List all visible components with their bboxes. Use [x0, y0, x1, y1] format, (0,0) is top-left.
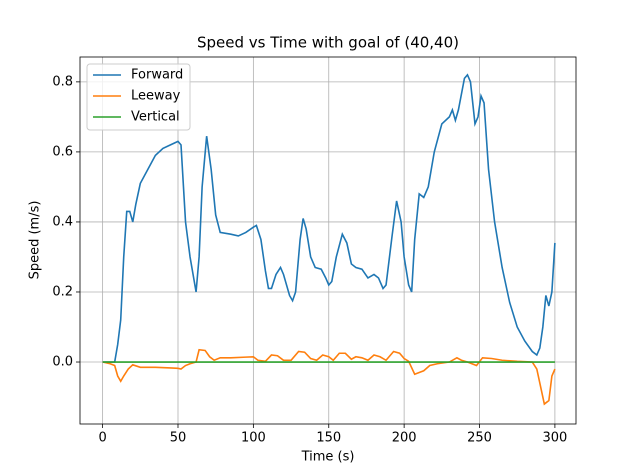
x-tick-label: 150 [316, 431, 341, 446]
legend-label: Leeway [131, 89, 181, 104]
line-series [102, 348, 556, 406]
x-tick-label: 200 [392, 431, 417, 446]
y-tick-label: 0.0 [52, 355, 73, 370]
x-tick-label: 300 [542, 431, 567, 446]
x-tick-label: 250 [467, 431, 492, 446]
x-axis-label: Time (s) [301, 450, 355, 465]
x-tick-label: 100 [241, 431, 266, 446]
legend-label: Forward [131, 68, 183, 83]
line-series [102, 73, 556, 363]
legend-label: Vertical [131, 110, 180, 125]
chart-title: Speed vs Time with goal of (40,40) [197, 34, 459, 52]
x-tick-label: 50 [170, 431, 187, 446]
y-tick-label: 0.4 [52, 214, 73, 229]
y-tick-label: 0.6 [52, 144, 73, 159]
x-tick-label: 0 [98, 431, 106, 446]
y-axis-label: Speed (m/s) [28, 201, 43, 280]
plot-frame [79, 56, 577, 425]
y-tick-label: 0.2 [52, 284, 73, 299]
y-tick-label: 0.8 [52, 74, 73, 89]
legend-box [86, 63, 191, 131]
